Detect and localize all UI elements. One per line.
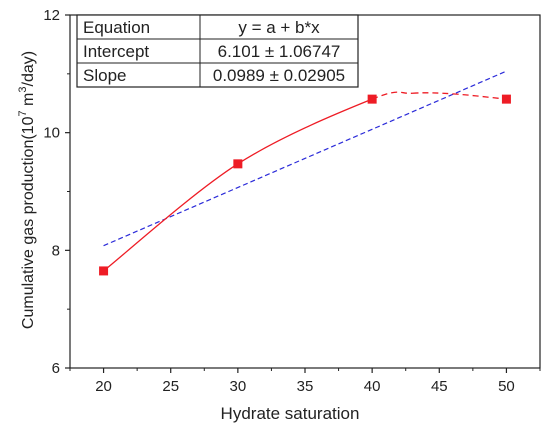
x-tick-label: 35 — [297, 378, 314, 395]
fit-table-value: 0.0989 ± 0.02905 — [213, 66, 345, 85]
y-tick-label: 12 — [43, 7, 60, 24]
y-axis-label: Cumulative gas production(107 m3/day) — [17, 51, 37, 329]
fit-table-value: 6.101 ± 1.06747 — [218, 42, 341, 61]
x-tick-label: 20 — [95, 378, 112, 395]
data-point — [367, 94, 377, 104]
y-axis-label-sup1: 7 — [17, 110, 29, 116]
x-tick-label: 40 — [364, 378, 381, 395]
y-axis-label-end: /day) — [20, 51, 37, 87]
x-tick-label: 30 — [230, 378, 247, 395]
data-point — [233, 159, 243, 169]
fit-table-label: Equation — [83, 18, 150, 37]
x-tick-label: 45 — [431, 378, 448, 395]
y-axis-label-mid: m — [20, 93, 37, 111]
y-tick-label: 6 — [52, 360, 60, 377]
fit-table-label: Intercept — [83, 42, 149, 61]
data-point — [501, 94, 511, 104]
y-tick-label: 10 — [43, 125, 60, 142]
fit-line-layer — [103, 70, 507, 247]
smooth-curve-dashed — [371, 91, 507, 100]
axes-layer: 20 25 30 35 40 45 50 6 8 10 12 — [43, 7, 541, 395]
points-layer — [99, 94, 511, 276]
x-axis-label: Hydrate saturation — [221, 404, 360, 423]
y-axis-label-main: Cumulative gas production(10 — [20, 116, 37, 329]
x-tick-label: 50 — [498, 378, 515, 395]
y-axis-label-sup2: 3 — [17, 86, 29, 92]
x-tick-label: 25 — [162, 378, 179, 395]
y-tick-label: 8 — [52, 242, 60, 259]
data-point — [99, 266, 109, 276]
curve-layer — [103, 91, 507, 272]
fit-table: Equation y = a + b*x Intercept 6.101 ± 1.06… — [76, 14, 359, 88]
fit-table-value: y = a + b*x — [238, 18, 320, 37]
linear-fit-line — [103, 70, 507, 247]
fit-table-label: Slope — [83, 66, 126, 85]
fit-table-border — [76, 14, 359, 88]
smooth-curve-solid — [103, 98, 373, 272]
